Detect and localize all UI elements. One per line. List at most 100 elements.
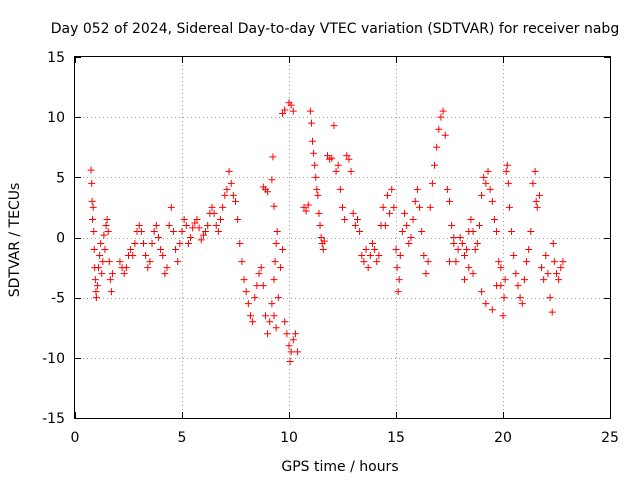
data-point — [393, 264, 401, 272]
data-point — [555, 276, 563, 284]
data-point — [266, 318, 274, 326]
data-point — [401, 209, 409, 217]
data-point — [176, 240, 184, 248]
data-point — [232, 197, 239, 205]
data-point — [90, 227, 98, 235]
data-point — [87, 166, 95, 174]
y-tick-label: -10 — [42, 351, 65, 367]
data-point — [242, 288, 250, 296]
data-point — [527, 227, 535, 235]
data-point — [371, 246, 379, 254]
data-point — [184, 240, 192, 248]
data-point — [307, 119, 315, 127]
data-point — [499, 312, 507, 320]
data-point — [373, 258, 381, 266]
data-point — [542, 252, 550, 260]
data-point — [484, 167, 492, 175]
data-point — [394, 288, 402, 296]
data-point — [368, 240, 376, 248]
data-point — [139, 240, 147, 248]
data-point — [448, 221, 456, 229]
chart-title: Day 052 of 2024, Sidereal Day-to-day VTE… — [51, 21, 619, 37]
data-point — [144, 264, 152, 272]
data-point — [411, 197, 419, 205]
data-point — [102, 221, 110, 229]
data-point — [559, 258, 567, 266]
data-point — [343, 152, 351, 160]
y-tick-label: -15 — [42, 411, 65, 427]
data-point — [548, 308, 556, 316]
data-point — [92, 294, 100, 302]
data-point — [433, 143, 441, 151]
data-point — [351, 221, 359, 229]
data-point — [223, 185, 231, 193]
data-point — [501, 276, 509, 284]
x-tick-label: 10 — [280, 430, 298, 446]
data-point — [488, 306, 496, 314]
data-point — [319, 246, 327, 254]
data-point — [381, 221, 389, 229]
axis-ticks: 0 5 10 15 20 25 -15 -10 -5 0 5 10 15 — [42, 50, 619, 446]
data-point — [269, 153, 277, 161]
data-point — [353, 215, 361, 223]
data-point — [316, 221, 324, 229]
data-point — [456, 234, 464, 241]
data-point — [193, 215, 201, 223]
data-point — [88, 197, 96, 205]
data-point — [289, 107, 297, 115]
data-point — [161, 270, 169, 278]
data-point — [320, 237, 328, 245]
data-point — [91, 276, 99, 284]
data-point — [221, 191, 229, 199]
x-tick-label: 0 — [71, 430, 80, 446]
data-point — [240, 276, 248, 284]
data-point — [493, 227, 501, 235]
data-point — [178, 227, 186, 235]
data-point — [495, 258, 503, 266]
data-point — [314, 191, 322, 199]
data-point — [89, 215, 97, 223]
data-point — [502, 167, 510, 175]
data-point — [103, 215, 111, 223]
data-point — [253, 282, 261, 290]
data-point — [312, 173, 320, 181]
data-point — [446, 258, 453, 266]
data-point — [261, 312, 269, 320]
data-point — [285, 342, 293, 350]
data-point — [336, 185, 344, 193]
data-point — [358, 252, 366, 260]
data-point — [315, 209, 323, 217]
data-point — [246, 312, 254, 320]
data-point — [214, 227, 222, 235]
data-point — [478, 191, 486, 199]
data-point — [439, 107, 447, 115]
data-point — [236, 240, 244, 248]
data-point — [281, 106, 289, 114]
data-point — [154, 234, 162, 241]
data-point — [273, 227, 281, 235]
data-point — [172, 246, 180, 254]
data-point — [152, 221, 160, 229]
y-tick-label: 10 — [47, 110, 65, 126]
data-markers — [87, 99, 567, 365]
data-point — [366, 252, 374, 260]
data-point — [165, 221, 173, 229]
data-point — [174, 258, 182, 266]
data-point — [108, 270, 116, 278]
data-point — [137, 227, 145, 235]
data-point — [142, 252, 150, 260]
data-point — [150, 227, 158, 235]
data-point — [92, 288, 100, 296]
data-point — [446, 197, 453, 205]
data-point — [271, 258, 279, 266]
data-point — [525, 246, 533, 254]
data-point — [418, 227, 426, 235]
data-point — [471, 246, 479, 254]
data-point — [100, 231, 108, 239]
data-point — [180, 215, 188, 223]
data-point — [264, 188, 272, 196]
data-point — [93, 282, 101, 290]
data-point — [104, 227, 112, 235]
data-point — [157, 246, 165, 254]
data-point — [167, 203, 175, 211]
